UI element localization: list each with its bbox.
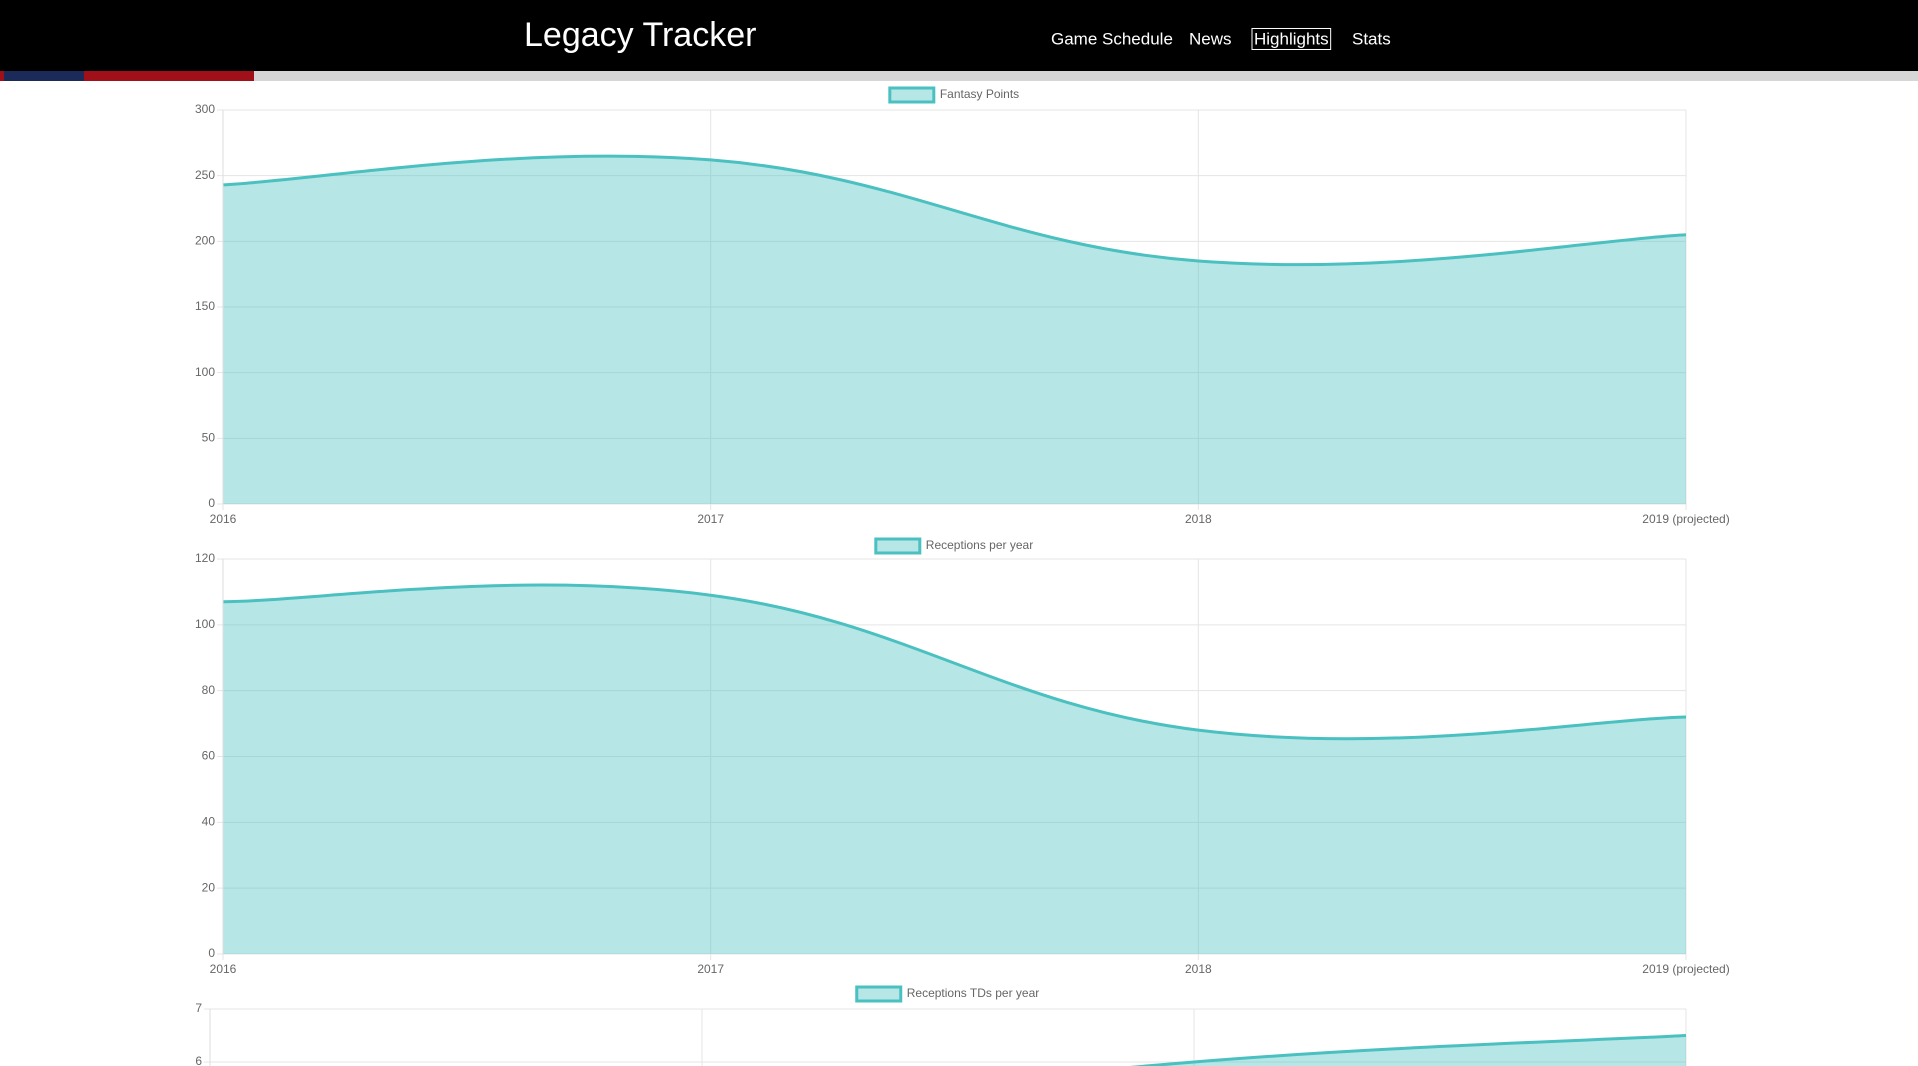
y-tick-label: 150 xyxy=(195,299,215,313)
area-fill xyxy=(223,156,1686,504)
nav: Game Schedule News Highlights Stats xyxy=(1051,29,1391,48)
y-tick-label: 6 xyxy=(195,1054,202,1066)
y-tick-label: 60 xyxy=(202,749,216,763)
area-line xyxy=(222,583,1687,741)
chart: 0 50 100 150 200 250 300 2016 2017 2018 2019 (proj… xyxy=(195,86,1730,526)
legend-swatch xyxy=(874,537,922,555)
y-tick-label: 250 xyxy=(195,168,215,182)
x-tick-label: 2019 (projected) xyxy=(1642,512,1729,526)
x-tick-label: 2016 xyxy=(210,962,237,976)
area-line xyxy=(222,154,1687,267)
nav-link[interactable]: Highlights xyxy=(1254,29,1329,48)
y-tick-label: 200 xyxy=(195,234,215,248)
y-tick-label: 40 xyxy=(202,815,216,829)
x-tick-label: 2017 xyxy=(697,512,724,526)
y-tick-label: 300 xyxy=(195,102,215,116)
x-tick-label: 2019 (projected) xyxy=(1642,962,1729,976)
banner-image xyxy=(0,71,254,81)
area-fill xyxy=(1146,1035,1686,1066)
x-tick-label: 2016 xyxy=(210,512,237,526)
banner-image-part xyxy=(4,71,84,81)
legend-label: Fantasy Points xyxy=(940,87,1019,101)
chart: 012345672016201720182019 (projected)Rece… xyxy=(195,985,1687,1066)
legend-label: Receptions TDs per year xyxy=(907,986,1040,1000)
header-bar xyxy=(0,0,1918,71)
y-tick-label: 7 xyxy=(195,1001,202,1015)
y-tick-label: 100 xyxy=(195,617,215,631)
nav-link[interactable]: Game Schedule xyxy=(1051,29,1173,48)
y-tick-label: 80 xyxy=(202,683,216,697)
legend-swatch xyxy=(855,985,903,1003)
y-tick-label: 100 xyxy=(195,365,215,379)
y-tick-label: 50 xyxy=(202,431,216,445)
nav-link[interactable]: News xyxy=(1189,29,1232,48)
active-nav-outline xyxy=(1251,27,1332,50)
header-strip xyxy=(0,71,1918,81)
x-tick-label: 2018 xyxy=(1185,962,1212,976)
y-tick-label: 20 xyxy=(202,880,216,894)
y-tick-label: 120 xyxy=(195,551,215,565)
legend-swatch xyxy=(888,86,936,104)
x-tick-label: 2018 xyxy=(1185,512,1212,526)
y-tick-label: 0 xyxy=(208,496,215,510)
nav-link[interactable]: Stats xyxy=(1352,29,1391,48)
y-tick-label: 0 xyxy=(208,946,215,960)
area-line xyxy=(1129,1034,1687,1066)
x-tick-label: 2017 xyxy=(697,962,724,976)
chart: 0 20 40 60 80 100 120 2016 2017 2018 2019 (project… xyxy=(195,537,1730,976)
site-title: Legacy Tracker xyxy=(524,16,756,54)
legend-label: Receptions per year xyxy=(926,538,1033,552)
area-fill xyxy=(223,585,1686,954)
